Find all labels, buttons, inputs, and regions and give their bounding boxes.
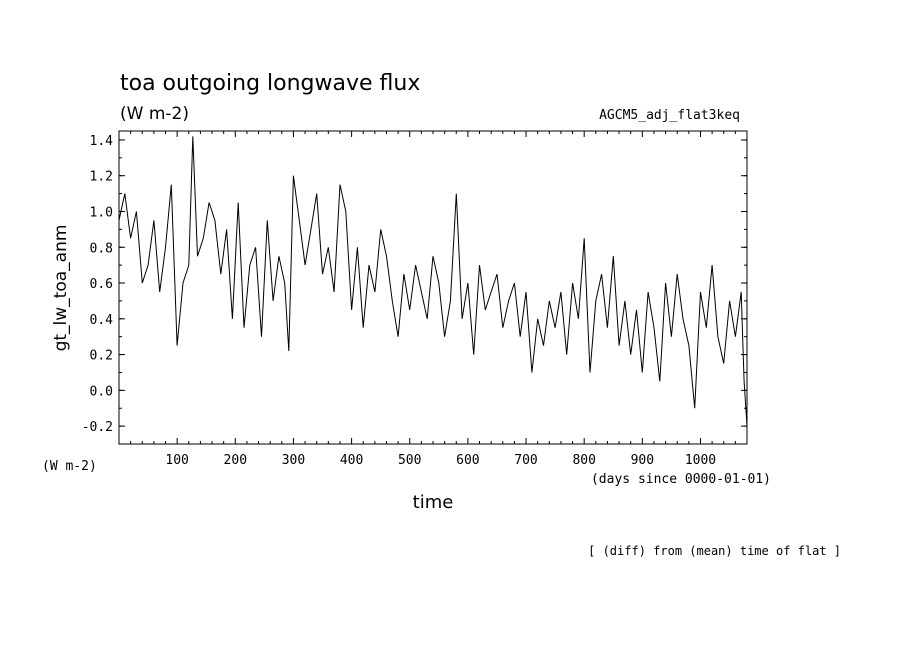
x-axis: 100 200 300 400 500 600 700 800 900 1000	[130, 131, 736, 468]
x-tick-label: 700	[514, 453, 537, 468]
y-tick-label: 0.8	[90, 241, 113, 256]
x-tick-label: 500	[398, 453, 421, 468]
y-tick-label: 0.2	[90, 349, 113, 364]
y-tick-label: 1.0	[90, 205, 113, 220]
x-tick-label: 100	[165, 453, 188, 468]
x-axis-label: time	[413, 492, 454, 513]
series-line	[118, 136, 748, 427]
x-axis-unit: (days since 0000-01-01)	[591, 472, 771, 487]
x-tick-label: 600	[456, 453, 479, 468]
plot-area: -0.2 0.0 0.2 0.4 0.6 0.8 1.0 1.2 1.4 100 200 300 40…	[82, 130, 748, 468]
x-tick-label: 300	[282, 453, 305, 468]
y-axis: -0.2 0.0 0.2 0.4 0.6 0.8 1.0 1.2 1.4	[82, 134, 747, 445]
y-tick-label: 0.0	[90, 384, 113, 399]
x-tick-label: 1000	[685, 453, 716, 468]
y-tick-label: 0.4	[90, 313, 114, 328]
y-axis-label: gt_lw_toa_anm	[51, 225, 71, 352]
x-tick-label: 800	[572, 453, 595, 468]
chart-subtitle: (W m-2)	[120, 104, 189, 124]
plot-frame	[118, 130, 748, 445]
y-tick-label: -0.2	[82, 420, 113, 435]
x-tick-label: 200	[224, 453, 247, 468]
run-label: AGCM5_adj_flat3keq	[599, 108, 740, 123]
y-tick-label: 0.6	[90, 277, 113, 292]
footnote: [ (diff) from (mean) time of flat ]	[588, 544, 841, 558]
x-tick-label: 900	[631, 453, 654, 468]
x-tick-label: 400	[340, 453, 363, 468]
chart-title: toa outgoing longwave flux	[120, 71, 420, 96]
y-tick-label: 1.4	[90, 134, 114, 149]
y-axis-unit: (W m-2)	[42, 459, 97, 474]
y-tick-label: 1.2	[90, 170, 113, 185]
